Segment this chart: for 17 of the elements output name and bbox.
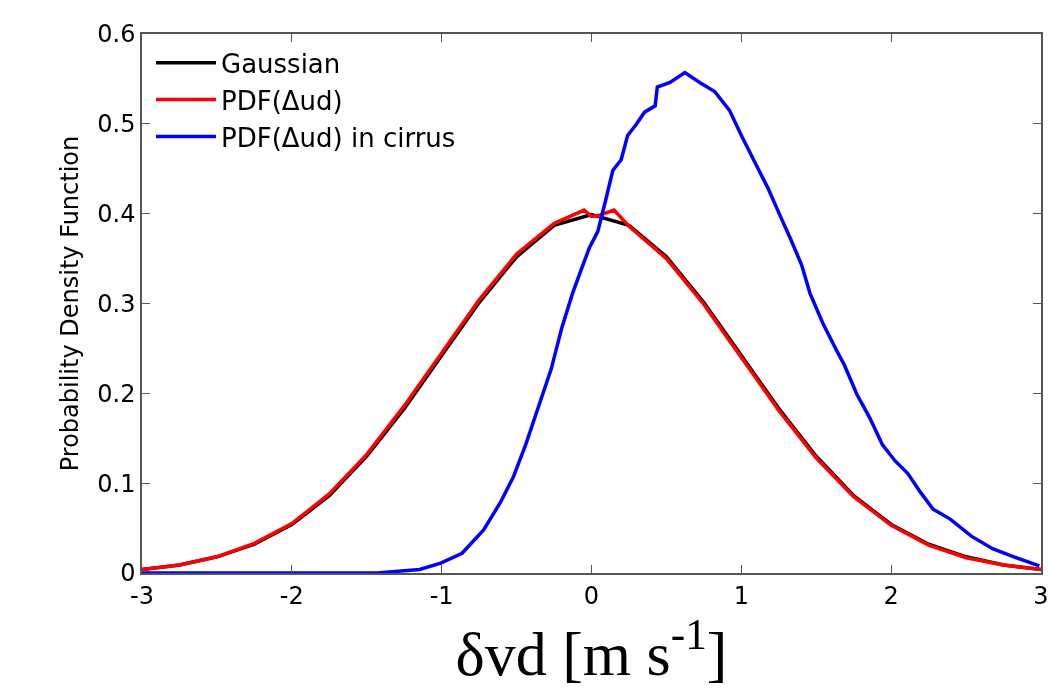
y-tick-label: 0.5 [97, 110, 136, 139]
legend-label: PDF(Δud) in cirrus [220, 122, 456, 153]
legend-label: PDF(Δud) [220, 85, 343, 116]
legend-label: Gaussian [220, 48, 341, 79]
y-tick-label: 0.1 [97, 469, 136, 498]
x-tick-label: 0 [583, 581, 600, 610]
y-tick-label: 0.4 [97, 200, 136, 229]
x-axis-title: δvd [m s$^{-1}$] [455, 609, 728, 688]
y-tick-label: 0.3 [97, 289, 136, 318]
x-tick-label: 2 [883, 581, 899, 610]
y-tick-label: 0.2 [97, 379, 136, 408]
x-tick-label: -1 [429, 581, 454, 610]
x-tick-label: 1 [733, 581, 749, 610]
x-tick-label: -2 [279, 581, 304, 610]
y-axis-title: Probability Density Function [55, 135, 84, 472]
y-tick-label: 0.6 [97, 20, 136, 49]
x-tick-label: 3 [1033, 581, 1049, 610]
